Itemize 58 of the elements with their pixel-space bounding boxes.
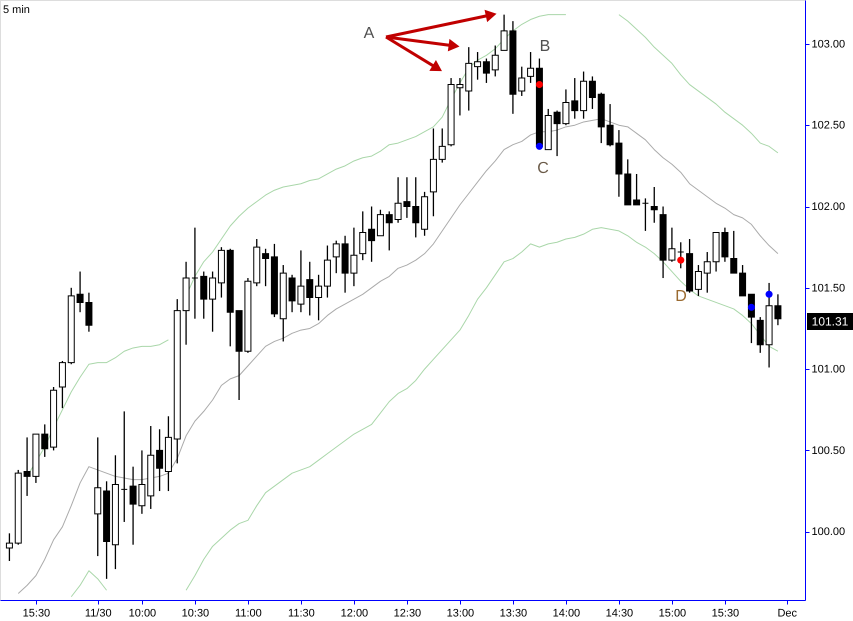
candlestick (85, 292, 92, 332)
candlestick (297, 250, 304, 313)
candlestick (588, 76, 596, 110)
y-tick-label: 100.50 (812, 444, 846, 457)
candlestick (403, 176, 410, 219)
annotation: D (675, 288, 687, 305)
x-tick-label: 11/30 (84, 608, 112, 620)
point (536, 142, 543, 150)
point (748, 304, 755, 311)
candlestick (350, 226, 358, 287)
candlestick (6, 532, 13, 562)
point (766, 290, 773, 298)
x-tick-label: 10:00 (128, 608, 156, 620)
annotation: C (537, 160, 549, 177)
line-series (18, 118, 778, 594)
candlestick (500, 14, 508, 52)
x-tick-label: Dec (777, 608, 798, 620)
candlestick (562, 88, 570, 126)
text: 101.31 (812, 314, 849, 328)
candlestick (650, 186, 658, 224)
x-tick-label: 15:30 (712, 608, 740, 620)
candlestick (518, 66, 526, 97)
x-tick-label: 12:00 (340, 608, 368, 620)
x-tick-label: 13:30 (500, 608, 528, 620)
candlestick (527, 51, 534, 84)
y-tick-label: 101.00 (812, 364, 846, 376)
annotation: B (540, 38, 550, 55)
x-tick-label: 14:30 (606, 608, 634, 620)
candlestick (120, 410, 128, 523)
candlestick (438, 128, 446, 164)
candlestick (482, 58, 490, 84)
x-tick-label: 13:00 (446, 608, 474, 620)
candlestick (138, 450, 146, 514)
candlestick (492, 44, 499, 78)
x-tick-label: 10:30 (182, 608, 210, 620)
candlestick (376, 209, 384, 236)
candlestick (642, 198, 649, 232)
x-tick-label: 14:00 (552, 608, 580, 620)
candlestick (694, 264, 702, 297)
annotation: A (364, 25, 375, 42)
chart-title: 5 min (3, 4, 30, 16)
point (536, 81, 543, 88)
y-tick-label: 100.00 (812, 526, 846, 538)
y-tick-label: 102.00 (812, 201, 846, 214)
x-tick-label: 15:00 (658, 608, 686, 620)
x-tick-label: 11:30 (288, 608, 315, 620)
point (677, 256, 684, 264)
x-tick-label: 12:30 (394, 608, 422, 620)
candlestick (191, 226, 198, 320)
candlestick (774, 294, 782, 326)
y-tick-label: 101.50 (812, 282, 846, 294)
y-tick-label: 102.50 (812, 120, 846, 132)
candlestick (668, 226, 676, 262)
candlestick (456, 77, 464, 116)
x-tick-label: 11:00 (235, 608, 262, 620)
x-tick-label: 15:30 (22, 608, 50, 620)
candlestick (130, 466, 137, 546)
y-tick-label: 103.00 (812, 38, 846, 50)
